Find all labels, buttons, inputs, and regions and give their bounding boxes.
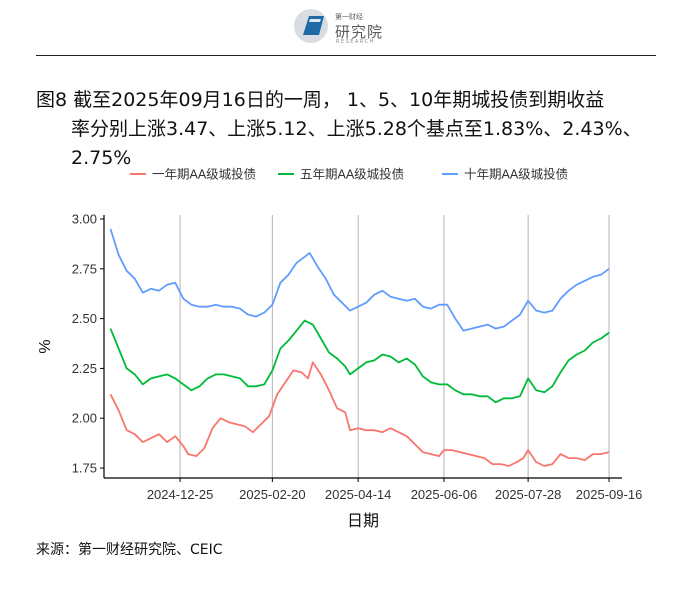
- legend-label-10y: 十年期AA级城投债: [464, 167, 568, 182]
- figure-title-line-2: 率分别上涨3.47、上涨5.12、上涨5.28个基点至1.83%、2.43%、: [71, 118, 642, 140]
- y-tick-label-3: 2.50: [72, 311, 97, 326]
- x-axis-title: 日期: [347, 512, 379, 530]
- logo-title: 研究院: [335, 23, 384, 41]
- figure-title: 图8 截至2025年09月16日的一周， 1、5、10年期城投债到期收益 率分别…: [36, 86, 656, 173]
- figure-title-line-3: 2.75%: [71, 147, 132, 169]
- x-tick-label-4: 2025-07-28: [495, 487, 562, 502]
- figure-title-line-1: 图8 截至2025年09月16日的一周， 1、5、10年期城投债到期收益: [36, 89, 605, 111]
- research-institute-logo-icon: [294, 9, 328, 43]
- logo-subtitle: 第一财经: [335, 13, 363, 21]
- x-tick-label-0: 2024-12-25: [147, 487, 214, 502]
- x-tick-label-5: 2025-09-16: [576, 487, 643, 502]
- legend-label-1y: 一年期AA级城投债: [152, 167, 256, 182]
- y-tick-label-4: 2.75: [72, 261, 97, 276]
- logo-english: RESEARCH: [336, 39, 375, 45]
- y-tick-label-0: 1.75: [72, 461, 97, 476]
- y-tick-label-2: 2.25: [72, 361, 97, 376]
- y-tick-label-1: 2.00: [72, 411, 97, 426]
- y-axis-title: %: [37, 339, 54, 353]
- series-line-10y: [109, 228, 610, 332]
- legend-label-5y: 五年期AA级城投债: [300, 167, 404, 182]
- header-divider: [36, 55, 656, 56]
- x-tick-label-2: 2025-04-14: [325, 487, 392, 502]
- series-line-1y: [109, 361, 610, 467]
- series-line-5y: [109, 319, 610, 404]
- x-tick-label-3: 2025-06-06: [411, 487, 478, 502]
- figure-source: 来源：第一财经研究院、CEIC: [36, 542, 223, 558]
- x-tick-label-1: 2025-02-20: [239, 487, 306, 502]
- brand-logo: 第一财经 研究院 RESEARCH: [293, 6, 389, 46]
- y-tick-label-5: 3.00: [72, 211, 97, 226]
